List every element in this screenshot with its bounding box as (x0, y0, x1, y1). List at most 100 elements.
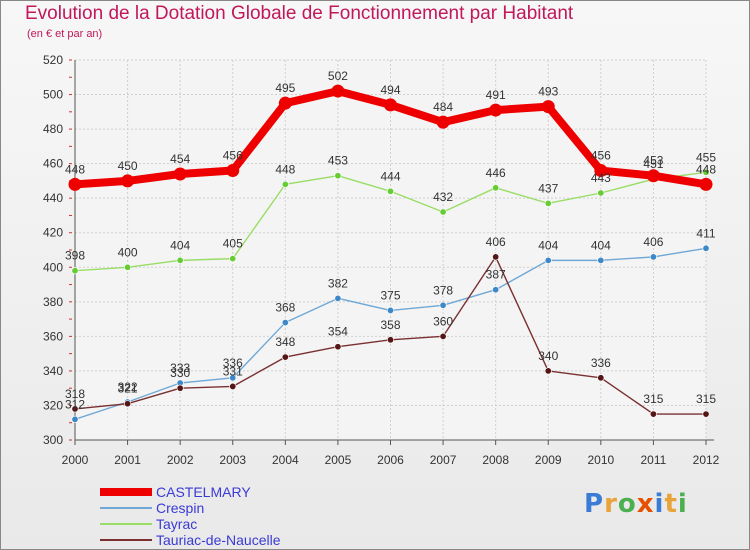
data-label-tayrac: 453 (328, 154, 348, 168)
data-label-castelmary: 495 (275, 81, 295, 95)
data-point-crespin (386, 306, 394, 314)
data-label-tauriac-de-naucelle: 348 (275, 335, 295, 349)
logo-letter: i (677, 489, 688, 519)
logo-letter: o (617, 489, 637, 519)
data-label-tauriac-de-naucelle: 315 (696, 392, 716, 406)
data-label-tauriac-de-naucelle: 315 (643, 392, 663, 406)
data-label-crespin: 368 (275, 301, 295, 315)
data-point-tayrac (492, 184, 500, 192)
y-tick-label: 460 (43, 157, 63, 171)
legend-swatch (100, 507, 152, 509)
data-point-tauriac-de-naucelle (439, 332, 447, 340)
data-point-crespin (281, 319, 289, 327)
data-point-tayrac (71, 267, 79, 275)
y-tick-label: 360 (43, 329, 63, 343)
data-label-tayrac: 432 (433, 190, 453, 204)
y-tick-label: 380 (43, 295, 63, 309)
data-point-crespin (71, 415, 79, 423)
y-tick-label: 300 (43, 433, 63, 447)
data-label-castelmary: 454 (170, 152, 190, 166)
series-layer (68, 84, 713, 423)
data-label-castelmary: 493 (538, 85, 558, 99)
data-label-tayrac: 405 (223, 237, 243, 251)
data-point-castelmary (121, 174, 135, 188)
x-tick-label: 2012 (693, 453, 720, 467)
data-point-crespin (334, 294, 342, 302)
legend-swatch (100, 523, 152, 525)
data-label-tauriac-de-naucelle: 354 (328, 325, 348, 339)
data-point-castelmary (68, 177, 82, 191)
x-tick-label: 2011 (641, 453, 667, 467)
data-point-castelmary (384, 98, 397, 112)
data-label-crespin: 375 (380, 288, 400, 302)
data-label-castelmary: 502 (328, 69, 348, 83)
data-point-tauriac-de-naucelle (281, 353, 289, 361)
data-label-tauriac-de-naucelle: 340 (538, 349, 558, 363)
x-tick-label: 2000 (62, 453, 89, 467)
logo-letter: x (636, 489, 655, 519)
x-tick-label: 2001 (114, 453, 141, 467)
x-tick-label: 2009 (535, 453, 562, 467)
logo-letter: r (604, 489, 618, 519)
x-tick-label: 2007 (430, 453, 457, 467)
data-label-tauriac-de-naucelle: 321 (118, 382, 138, 396)
data-label-castelmary: 450 (118, 159, 138, 173)
data-point-crespin (649, 253, 657, 261)
data-label-tauriac-de-naucelle: 330 (170, 366, 190, 380)
data-label-crespin: 322 (118, 380, 138, 394)
x-tick-label: 2006 (377, 453, 404, 467)
data-point-crespin (702, 244, 710, 252)
data-point-castelmary (436, 115, 450, 129)
y-tick-label: 480 (43, 122, 63, 136)
x-tick-label: 2010 (587, 453, 614, 467)
data-point-tayrac (124, 263, 132, 271)
data-point-tayrac (439, 208, 447, 216)
data-label-castelmary: 453 (643, 154, 663, 168)
legend-swatch (100, 539, 152, 541)
logo-letter: t (664, 489, 678, 519)
data-point-tauriac-de-naucelle (229, 382, 237, 390)
legend-label: CASTELMARY (156, 484, 251, 500)
data-label-tayrac: 398 (65, 249, 85, 263)
axis-layer: 300 320 340 360 380 400 420 440 460 480 500 520 2000… (43, 53, 720, 467)
data-label-tayrac: 455 (696, 150, 716, 164)
data-label-tayrac: 448 (275, 162, 295, 176)
data-label-castelmary: 456 (591, 149, 611, 163)
data-point-tauriac-de-naucelle (702, 410, 710, 418)
data-label-tauriac-de-naucelle: 360 (433, 314, 453, 328)
data-point-tauriac-de-naucelle (492, 253, 500, 261)
data-point-crespin (229, 374, 237, 382)
legend-label: Crespin (156, 500, 205, 516)
data-point-tayrac (544, 199, 552, 207)
x-tick-label: 2008 (482, 453, 509, 467)
data-label-castelmary: 484 (433, 100, 453, 114)
logo-letter: P (584, 489, 605, 519)
data-point-castelmary (594, 164, 608, 178)
x-tick-label: 2003 (219, 453, 246, 467)
data-label-castelmary: 491 (486, 88, 506, 102)
data-label-tauriac-de-naucelle: 358 (380, 318, 400, 332)
data-point-crespin (439, 301, 447, 309)
y-tick-label: 520 (43, 53, 63, 67)
data-label-crespin: 333 (170, 361, 190, 375)
data-point-castelmary (331, 84, 345, 98)
data-label-tauriac-de-naucelle: 331 (223, 364, 243, 378)
logo-letter: i (654, 489, 665, 519)
data-point-tayrac (597, 189, 605, 197)
data-point-castelmary (541, 100, 555, 114)
legend-swatch (100, 488, 152, 496)
data-label-castelmary: 448 (696, 162, 716, 176)
data-point-castelmary (699, 177, 713, 191)
data-point-castelmary (173, 167, 187, 181)
data-label-crespin: 382 (328, 276, 348, 290)
data-point-tauriac-de-naucelle (124, 400, 132, 408)
data-label-castelmary: 456 (223, 149, 243, 163)
data-label-tauriac-de-naucelle: 406 (486, 235, 506, 249)
data-label-tayrac: 451 (643, 157, 663, 171)
data-point-tauriac-de-naucelle (71, 405, 79, 413)
data-point-castelmary (278, 96, 292, 110)
data-point-crespin (597, 256, 605, 264)
chart-subtitle: (en € et par an) (27, 28, 103, 40)
data-label-tayrac: 400 (118, 245, 138, 259)
